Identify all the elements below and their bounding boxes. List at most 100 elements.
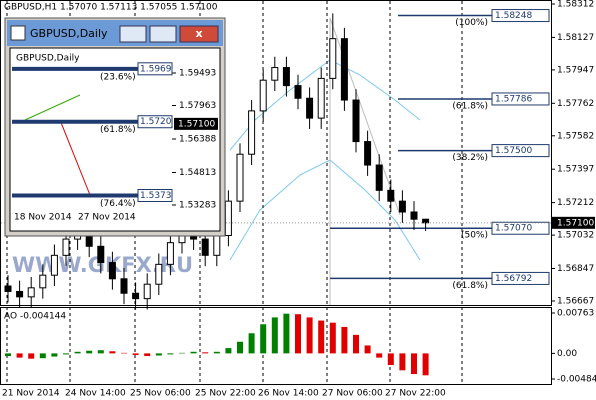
candle-body	[39, 274, 47, 289]
header: GBPUSD,H1 1.57070 1.57113 1.57055 1.5710…	[4, 3, 218, 13]
ao-bar	[306, 317, 313, 354]
fib-label-box	[491, 92, 550, 106]
y-tick-label: 1.57032	[557, 231, 594, 241]
ao-bar	[86, 350, 93, 354]
ao-tick-label: -0.00484	[557, 375, 596, 385]
y-tick-label: 1.56667	[557, 297, 594, 307]
x-tick-label: 25 Nov 22:00	[195, 389, 256, 399]
ao-tick-label: 0.00	[557, 349, 577, 359]
inset-fib-percent: (23.6%)	[100, 72, 136, 82]
candle-body	[143, 283, 151, 300]
candle-body	[155, 263, 163, 285]
candle-body	[108, 262, 116, 280]
ao-bar	[283, 313, 290, 354]
candle-body	[329, 38, 337, 79]
ao-bar	[411, 353, 417, 375]
y-tick-label: 1.58127	[557, 33, 594, 43]
y-tick-label: 1.57762	[557, 99, 594, 109]
candle-body	[352, 99, 360, 143]
x-tick-label: 21 Nov 2014	[2, 389, 60, 399]
candle-body	[422, 218, 430, 224]
y-tick-label: 1.57212	[557, 198, 594, 208]
minimize-button[interactable]	[119, 25, 147, 43]
candle-body	[294, 85, 302, 99]
inset-y-tick-label: 1.57963	[179, 101, 216, 111]
candle-body	[282, 67, 290, 87]
ao-bar	[329, 322, 336, 354]
ao-tick-label: 0.00763	[557, 309, 594, 319]
ao-bar	[295, 314, 301, 354]
ao-bar	[16, 353, 23, 358]
fib-percent: (38.2%)	[452, 153, 488, 163]
ao-bar	[97, 350, 104, 354]
ao-bar	[341, 326, 348, 354]
inset-icon	[10, 25, 26, 41]
y-tick-label: 1.58312	[557, 0, 594, 10]
main-frame	[0, 0, 552, 306]
x-tick-label: 25 Nov 06:00	[130, 389, 191, 399]
y-tick-label: 1.56847	[557, 264, 594, 274]
inset-window: GBPUSD,Daily x GBPUSD,Daily 1.59493 1.579…	[4, 17, 226, 237]
fib-price-label: 1.57070	[495, 224, 532, 234]
ao-bar	[5, 353, 11, 357]
ao-bar	[144, 353, 151, 357]
inset-fib-label: 1.5969	[140, 64, 172, 74]
inset-current-label: 1.57100	[178, 119, 215, 129]
inset-fib-box	[137, 62, 173, 76]
ao-bar	[63, 353, 69, 355]
ao-bar	[318, 320, 325, 354]
inset-chart-title: GBPUSD,Daily	[16, 54, 80, 64]
ao-bar	[109, 351, 116, 354]
inset-trend	[59, 119, 91, 196]
inset-y-tick-label: 1.56388	[179, 135, 216, 145]
ao-bar	[132, 353, 139, 355]
ao-bar	[422, 353, 429, 376]
fib-label-box	[491, 221, 550, 235]
inset-fib-box	[137, 115, 173, 129]
candle-body	[27, 287, 35, 298]
candle-body	[166, 242, 174, 265]
candle-body	[62, 238, 70, 256]
fib-percent: (100%)	[455, 18, 488, 28]
ao-bar	[28, 353, 35, 359]
inset-current-box	[174, 117, 218, 130]
fib-percent: (61.8%)	[452, 281, 488, 291]
y-tick-label: 1.57947	[557, 65, 594, 75]
close-glyph[interactable]: x	[195, 27, 202, 40]
fib-percent: (61.8%)	[452, 101, 488, 111]
candle-body	[236, 153, 244, 202]
ao-bar	[213, 351, 220, 354]
close-button[interactable]	[179, 25, 219, 43]
ao-bar	[74, 351, 81, 354]
candle-body	[259, 79, 267, 112]
ao-bar	[155, 353, 162, 356]
inset-date: 18 Nov 2014	[14, 213, 72, 223]
ao-bar	[39, 353, 46, 359]
ao-bar	[387, 353, 394, 366]
ao-title: AO -0.004144	[4, 312, 66, 322]
candle-body	[364, 141, 372, 166]
inset-y-tick-label: 1.59493	[179, 69, 216, 79]
inset-fib-percent: (61.8%)	[100, 125, 136, 135]
candle-body	[410, 211, 418, 220]
candle-body	[97, 245, 105, 264]
inset-chart	[9, 47, 221, 232]
ao-bar	[364, 345, 371, 354]
ao-bar	[237, 341, 243, 354]
ao-bar	[271, 317, 278, 354]
candle-body	[4, 285, 12, 292]
candle-body	[340, 38, 348, 101]
restore-button[interactable]	[149, 25, 177, 43]
inset-trend	[24, 94, 81, 121]
x-tick-label: 27 Nov 06:00	[322, 389, 383, 399]
fib-price-label: 1.58248	[495, 11, 532, 21]
candle-body	[271, 67, 279, 81]
candle-body	[224, 200, 232, 236]
ao-frame	[0, 307, 552, 385]
candle-body	[132, 292, 140, 300]
x-tick-label: 26 Nov 14:00	[258, 389, 319, 399]
current-price-box	[552, 216, 595, 229]
x-tick-label: 24 Nov 14:00	[65, 389, 126, 399]
candle-body	[120, 278, 128, 294]
